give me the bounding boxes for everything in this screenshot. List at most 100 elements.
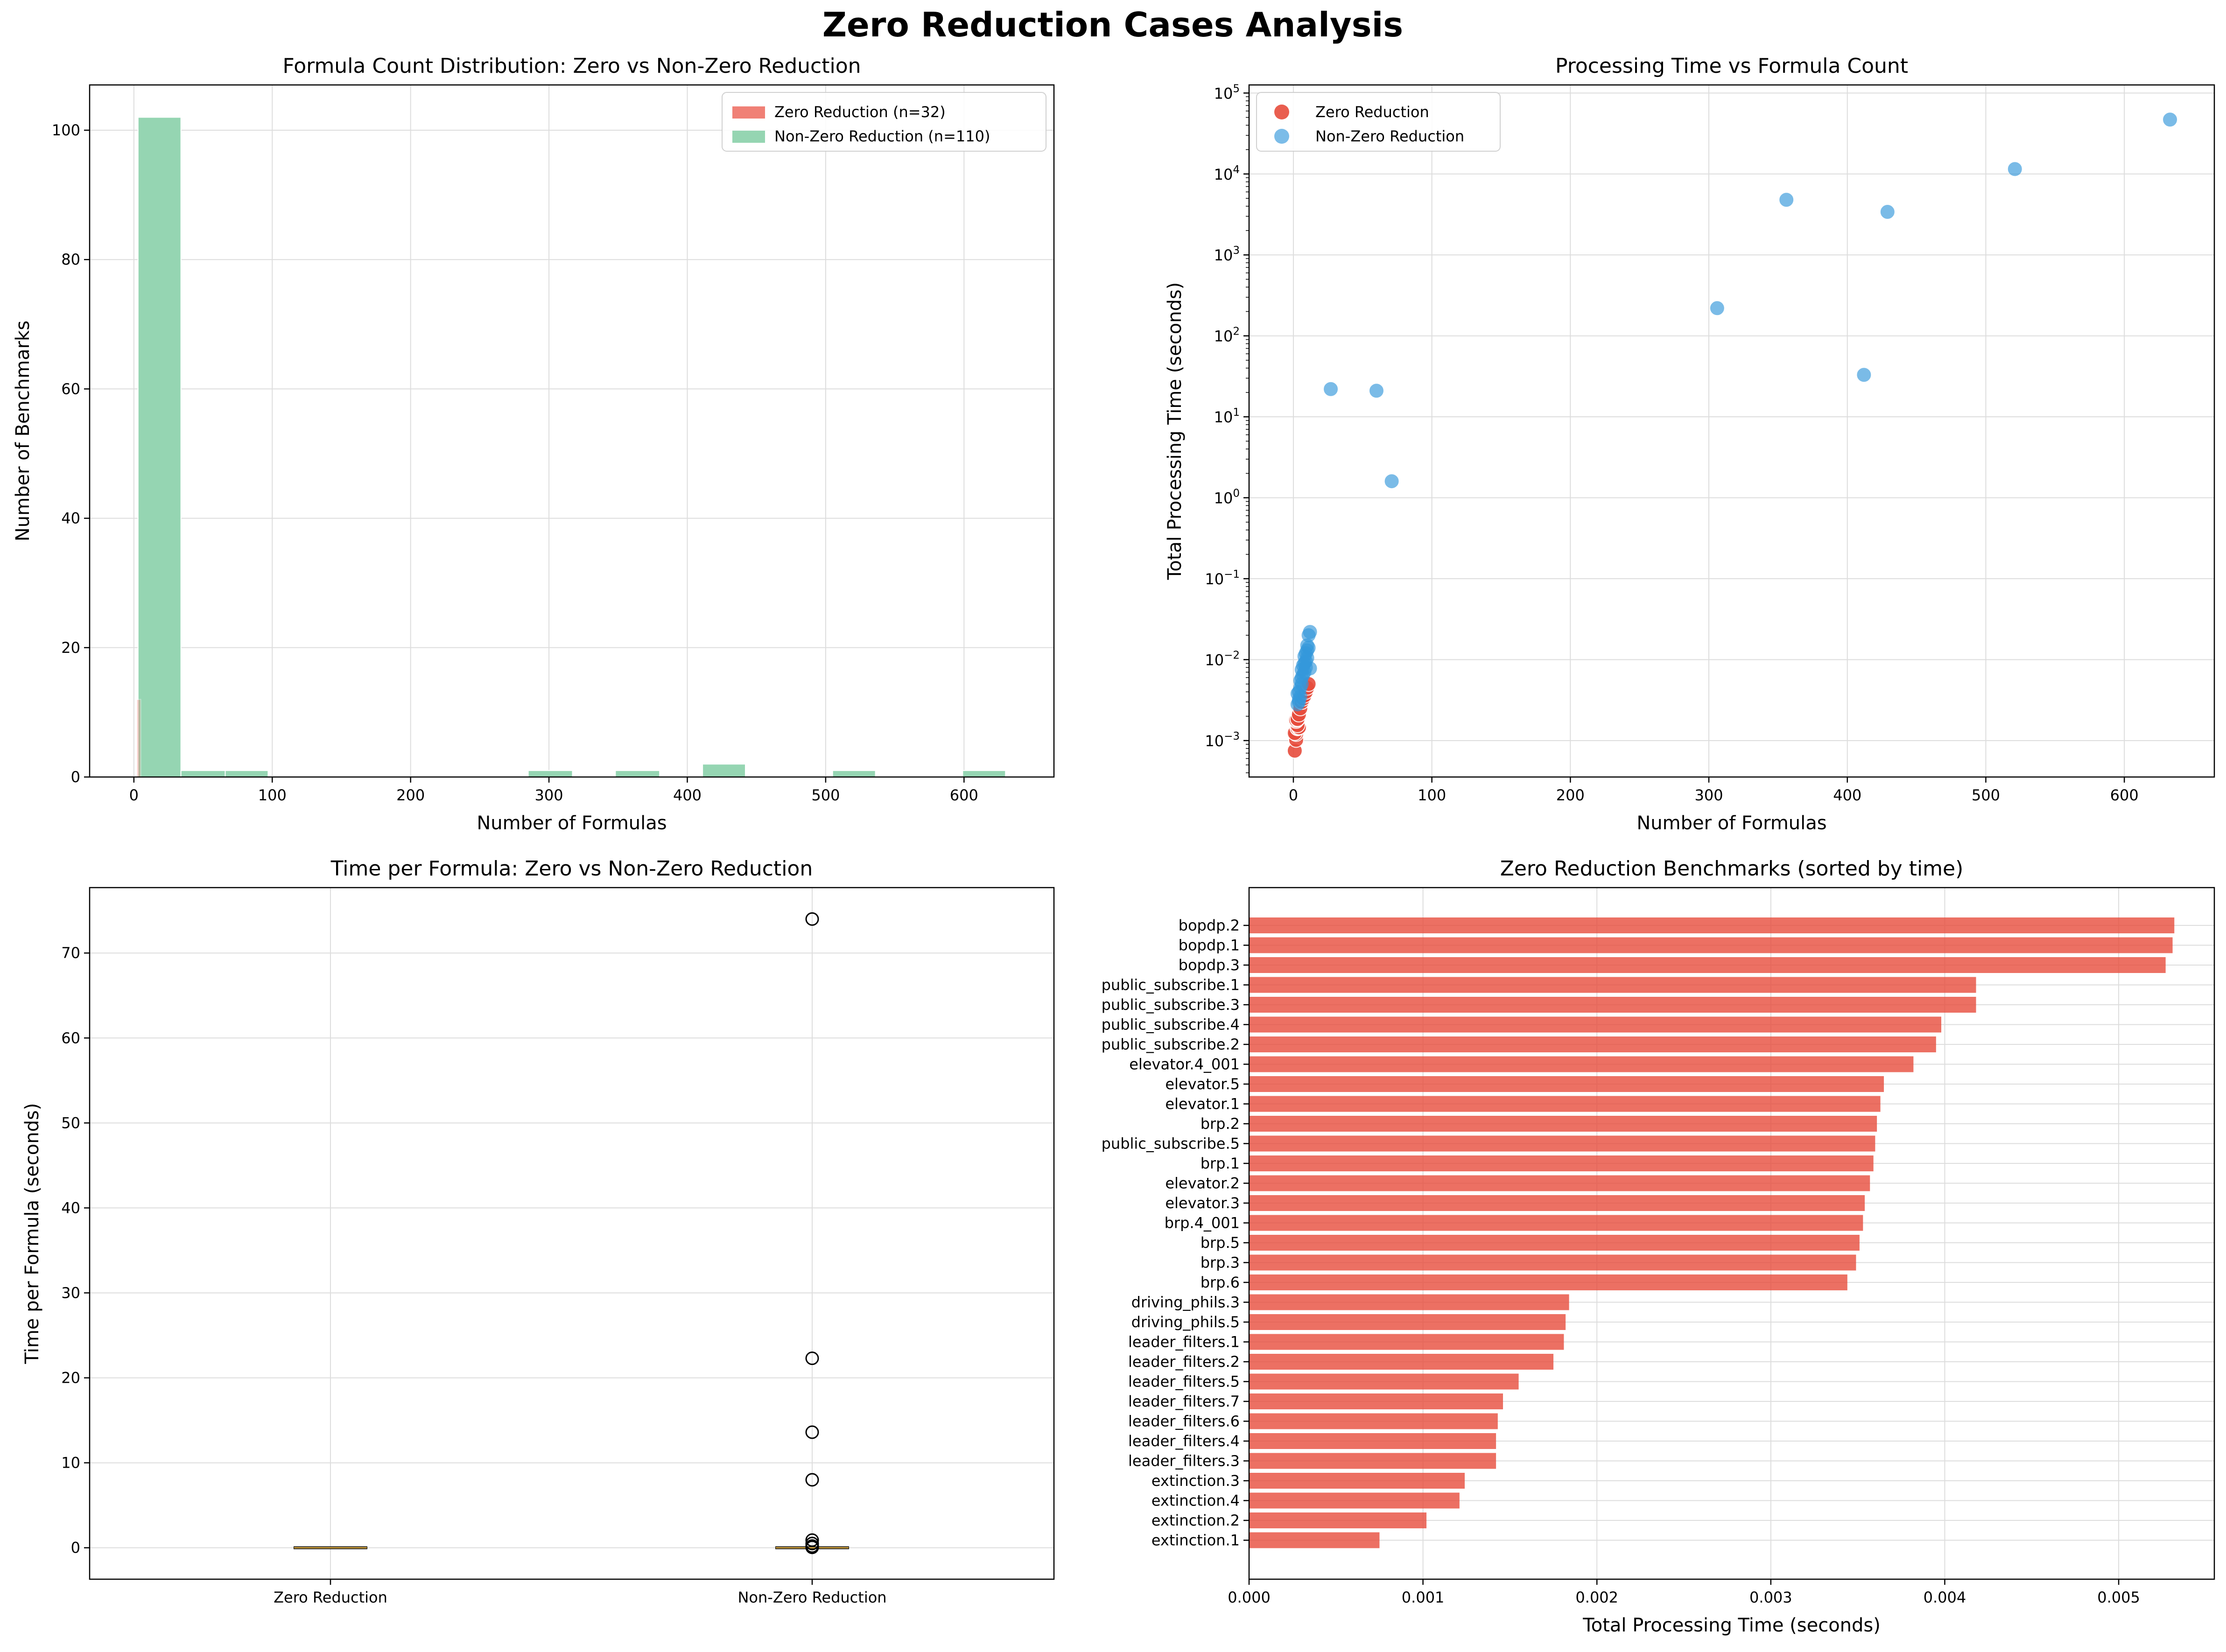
benchmark-bar — [1249, 1334, 1564, 1350]
benchmark-bar — [1249, 957, 2166, 973]
y-tick-label: 100 — [52, 121, 80, 139]
category-label: public_subscribe.4 — [1102, 1016, 1240, 1034]
zero-reduction-bar — [136, 699, 141, 778]
y-axis-label: Number of Benchmarks — [12, 321, 34, 541]
category-label: brp.6 — [1201, 1274, 1240, 1291]
y-tick-label: 30 — [61, 1284, 80, 1302]
benchmark-bar — [1249, 1274, 1847, 1290]
nonzero-reduction-point — [1384, 474, 1399, 489]
legend-label: Zero Reduction — [1315, 103, 1429, 121]
nonzero-reduction-point — [2163, 112, 2177, 127]
boxplot-panel: Zero Reduction Non-Zero Reduction 0 10 20 30 4… — [21, 857, 1055, 1606]
benchmark-bar — [1249, 1294, 1569, 1310]
benchmark-bar — [1249, 1354, 1554, 1370]
y-tick-label: 60 — [61, 1029, 80, 1047]
benchmark-bar — [1249, 1492, 1460, 1509]
category-label: elevator.2 — [1165, 1175, 1240, 1192]
x-tick-label: 200 — [1556, 786, 1585, 804]
category-label: bopdp.1 — [1179, 937, 1240, 954]
nonzero-reduction-point — [1880, 205, 1895, 219]
benchmark-bar — [1249, 1016, 1941, 1033]
category-label: brp.2 — [1201, 1115, 1240, 1133]
x-tick-label: 0 — [1289, 786, 1298, 804]
x-tick-label: 200 — [396, 786, 425, 804]
legend-box — [722, 92, 1046, 152]
category-label: leader_filters.7 — [1128, 1393, 1240, 1410]
nonzero-reduction-point — [2008, 162, 2022, 176]
plot-frame — [89, 84, 1055, 778]
benchmark-bar — [1249, 1393, 1503, 1409]
x-axis-label: Total Processing Time (seconds) — [1582, 1615, 1881, 1636]
benchmark-bar — [1249, 1453, 1496, 1469]
x-tick-label: 400 — [1833, 786, 1861, 804]
outlier-point — [805, 1533, 819, 1547]
y-tick-label: 102 — [1214, 326, 1240, 345]
nonzero-reduction-bar — [615, 770, 660, 777]
nonzero-reduction-point — [1857, 368, 1871, 382]
x-tick-label: 0 — [129, 786, 139, 804]
x-tick-label: 100 — [258, 786, 287, 804]
nonzero-reduction-bar — [832, 770, 876, 777]
category-label: elevator.4_001 — [1129, 1056, 1240, 1073]
legend-box — [1256, 92, 1501, 152]
y-tick-label: 80 — [61, 251, 80, 268]
y-tick-label: 10−2 — [1205, 649, 1240, 669]
nonzero-reduction-point — [1324, 382, 1338, 396]
benchmark-bar — [1249, 1254, 1856, 1271]
legend-marker — [1274, 105, 1289, 119]
benchmark-bar — [1249, 1175, 1870, 1191]
y-tick-label: 0 — [71, 1539, 80, 1557]
outlier-point — [805, 1351, 819, 1365]
benchmark-bar — [1249, 1195, 1865, 1211]
benchmark-bar — [1249, 1076, 1884, 1092]
nonzero-reduction-bar — [527, 770, 573, 777]
benchmark-bar — [1249, 937, 2173, 953]
outlier-point — [805, 1540, 819, 1554]
x-tick-label: Zero Reduction — [274, 1589, 387, 1606]
y-tick-label: 10−3 — [1205, 730, 1240, 750]
panel-title: Processing Time vs Formula Count — [1555, 54, 1908, 78]
benchmark-bar — [1249, 1532, 1380, 1548]
x-axis-label: Number of Formulas — [477, 812, 667, 834]
category-label: leader_filters.2 — [1128, 1353, 1240, 1371]
x-tick-label: 100 — [1418, 786, 1446, 804]
x-tick-label: 0.005 — [2097, 1589, 2140, 1606]
category-label: public_subscribe.5 — [1102, 1135, 1240, 1153]
benchmark-bar — [1249, 997, 1976, 1013]
y-tick-label: 20 — [61, 1369, 80, 1387]
nonzero-reduction-point — [1303, 625, 1317, 639]
y-tick-label: 10 — [61, 1454, 80, 1472]
category-label: public_subscribe.2 — [1102, 1036, 1240, 1053]
y-tick-label: 40 — [61, 510, 80, 527]
legend-label: Zero Reduction (n=32) — [774, 103, 946, 121]
x-tick-label: 600 — [2110, 786, 2139, 804]
y-tick-label: 60 — [61, 380, 80, 398]
y-tick-label: 50 — [61, 1114, 80, 1132]
benchmark-bar — [1249, 1135, 1875, 1152]
x-tick-label: 0.004 — [1924, 1589, 1966, 1606]
nonzero-reduction-point — [1710, 301, 1724, 315]
plot-area — [90, 85, 1054, 777]
benchmark-bar — [1249, 1116, 1877, 1132]
benchmark-bar — [1249, 1056, 1914, 1072]
x-tick-label: 0.003 — [1749, 1589, 1792, 1606]
benchmark-bar — [1249, 1433, 1496, 1449]
x-axis-label: Number of Formulas — [1636, 812, 1826, 834]
benchmark-bar — [1249, 917, 2175, 933]
nonzero-reduction-point — [1779, 193, 1794, 207]
x-tick-label: 0.002 — [1575, 1589, 1618, 1606]
category-label: bopdp.2 — [1179, 917, 1240, 934]
legend-swatch — [732, 131, 765, 143]
category-label: driving_phils.5 — [1131, 1313, 1240, 1331]
benchmark-bar — [1249, 977, 1976, 993]
plot-frame — [1248, 887, 2215, 1580]
benchmark-bar — [1249, 1215, 1863, 1231]
category-label: extinction.4 — [1152, 1492, 1240, 1510]
category-label: extinction.2 — [1152, 1512, 1240, 1529]
legend-label: Non-Zero Reduction — [1315, 127, 1464, 145]
y-tick-label: 40 — [61, 1199, 80, 1217]
outlier-point — [805, 1473, 819, 1487]
y-tick-label: 104 — [1214, 164, 1240, 183]
legend-label: Non-Zero Reduction (n=110) — [774, 127, 990, 145]
